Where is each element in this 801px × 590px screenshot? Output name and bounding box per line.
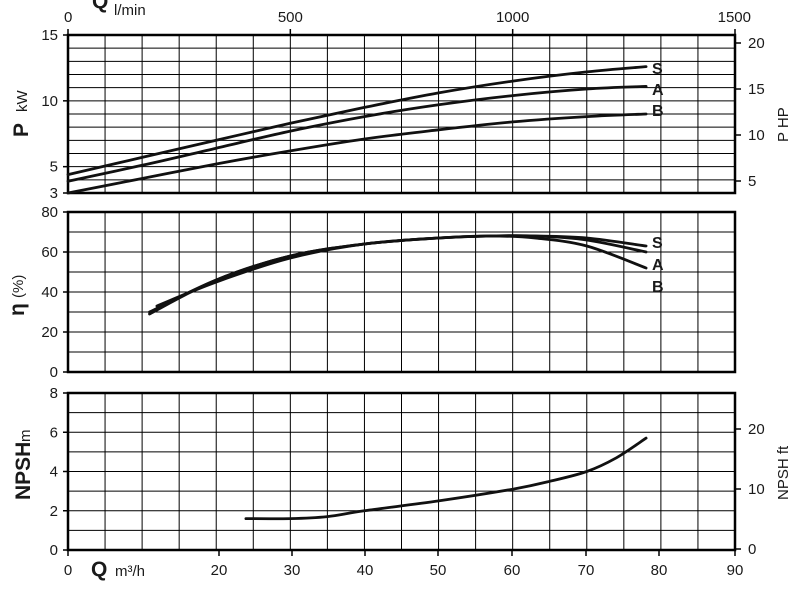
right-tick-label: 10 — [748, 127, 765, 144]
efficiency-curve-A — [148, 234, 648, 314]
series-label-S: S — [652, 235, 663, 252]
series-label-B: B — [652, 103, 664, 120]
bottom-tick-label: 20 — [211, 562, 228, 579]
right-tick-label: 0 — [748, 541, 756, 558]
efficiency-grid — [68, 212, 735, 372]
y-tick-label: 0 — [50, 542, 58, 559]
right-tick-label: 20 — [748, 35, 765, 52]
series-label-A: A — [652, 82, 664, 99]
right-tick-label: 5 — [748, 173, 756, 190]
panel-npsh: 0 2 4 6 8 — [50, 385, 737, 559]
series-label-S: S — [652, 61, 663, 78]
y-tick-label: 20 — [41, 324, 58, 341]
top-tick-label: 500 — [278, 9, 303, 26]
right-axis-title: NPSH ft — [775, 445, 792, 500]
series-label-A: A — [652, 257, 664, 274]
bottom-axis: 0 20 30 40 50 60 70 80 90 Q m³/h — [64, 550, 744, 581]
npsh-axis-label-unit: m — [17, 430, 34, 443]
bottom-tick-label: 90 — [727, 562, 744, 579]
bottom-tick-label: 60 — [504, 562, 521, 579]
power-curve-A — [66, 85, 648, 183]
y-tick-label: 6 — [50, 424, 58, 441]
y-tick-label: 15 — [41, 27, 58, 44]
power-curve-S — [66, 65, 648, 176]
bottom-axis-label-main: Q — [91, 558, 107, 581]
top-axis: 0 500 1000 1500 Q l/min — [64, 0, 751, 35]
panel-power: 3 5 10 15 SAB — [41, 27, 737, 202]
y-tick-label: 4 — [50, 464, 58, 481]
panel-efficiency: 0 20 40 60 80 SAB — [41, 204, 737, 381]
bottom-tick-label: 80 — [651, 562, 668, 579]
y-tick-label: 3 — [50, 185, 58, 202]
bottom-tick-label: 30 — [284, 562, 301, 579]
y-tick-label: 5 — [50, 159, 58, 176]
power-axis-label-main: P — [10, 123, 33, 137]
top-tick-label: 1500 — [718, 9, 751, 26]
efficiency-axis-label-unit: (%) — [10, 275, 27, 298]
y-tick-label: 40 — [41, 284, 58, 301]
npsh-curve — [244, 436, 648, 521]
y-tick-label: 2 — [50, 503, 58, 520]
top-axis-label-main: Q — [92, 0, 108, 13]
right-tick-label: 10 — [748, 481, 765, 498]
y-tick-label: 60 — [41, 244, 58, 261]
right-tick-label: 15 — [748, 81, 765, 98]
bottom-tick-label: 70 — [578, 562, 595, 579]
right-axis-title: P HP — [775, 107, 792, 142]
right-tick-label: 20 — [748, 421, 765, 438]
y-tick-label: 8 — [50, 385, 58, 402]
npsh-axis-label-main: NPSH — [12, 442, 35, 500]
bottom-axis-label-unit: m³/h — [115, 563, 145, 580]
top-tick-label: 1000 — [496, 9, 529, 26]
power-axis-label-unit: kW — [14, 90, 31, 113]
top-axis-label-unit: l/min — [114, 2, 146, 19]
y-tick-label: 80 — [41, 204, 58, 221]
right-axis-hp: 5 10 15 20 P HP — [735, 35, 792, 190]
bottom-tick-label: 40 — [357, 562, 374, 579]
y-tick-label: 0 — [50, 364, 58, 381]
efficiency-curve-B — [148, 234, 648, 316]
bottom-tick-label: 50 — [430, 562, 447, 579]
y-tick-label: 10 — [41, 93, 58, 110]
npsh-grid — [68, 393, 735, 550]
bottom-tick-label: 0 — [64, 562, 72, 579]
series-label-B: B — [652, 279, 664, 296]
right-axis-ft: 0 10 20 NPSH ft — [735, 421, 792, 558]
efficiency-axis-label-main: η — [6, 303, 29, 316]
power-frame — [66, 33, 737, 195]
top-tick-label: 0 — [64, 9, 72, 26]
power-curve-B — [66, 112, 648, 195]
